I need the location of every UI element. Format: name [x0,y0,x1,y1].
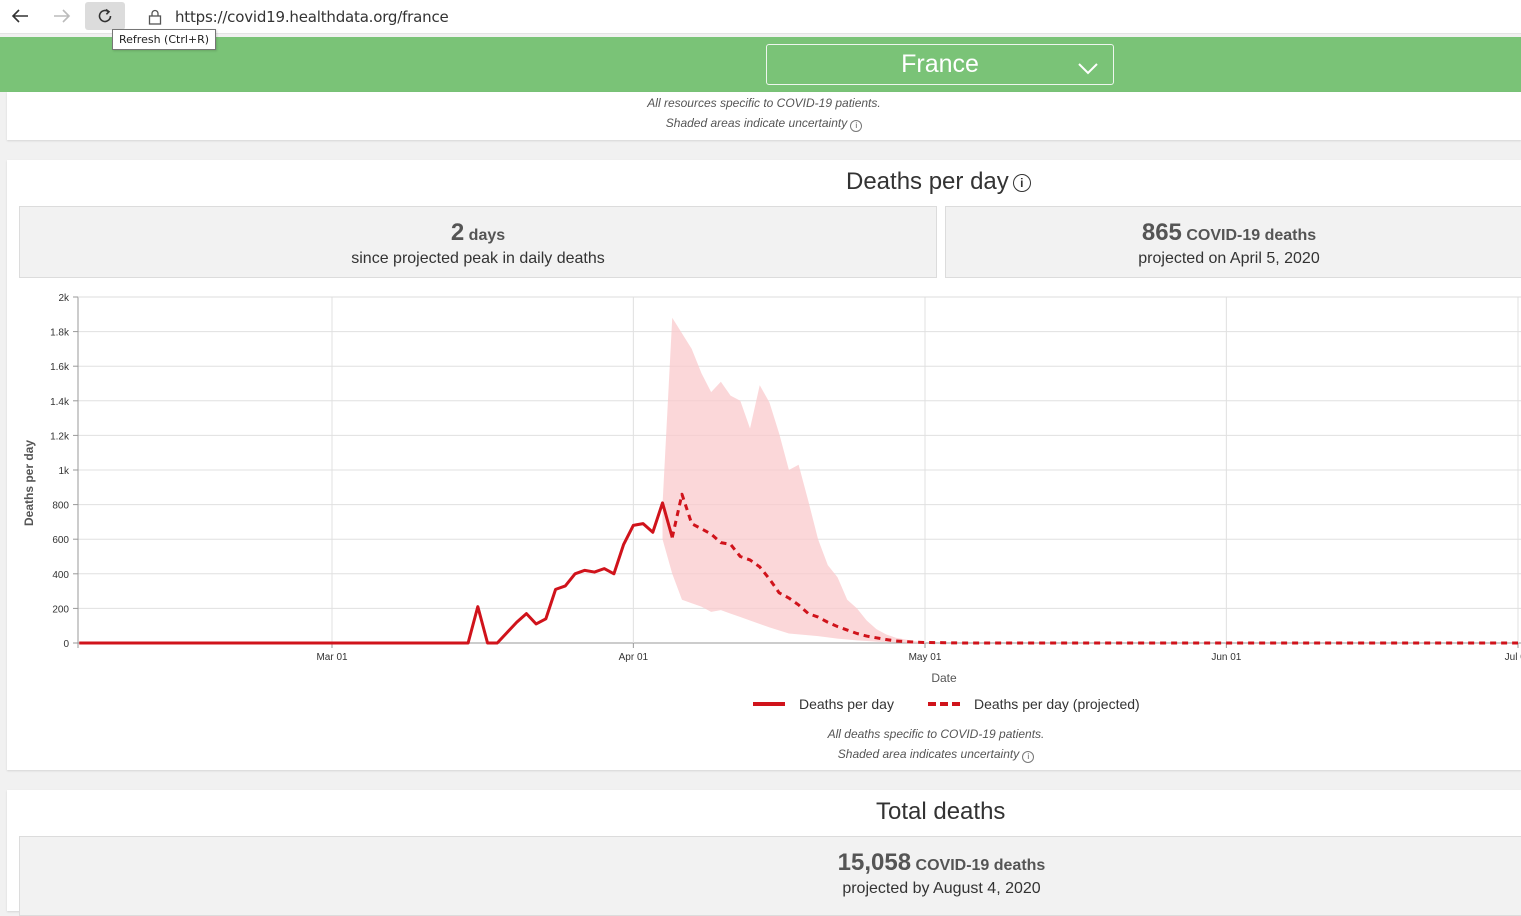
info-icon[interactable]: i [850,120,863,132]
info-icon[interactable]: i [1012,174,1031,192]
legend-item-actual[interactable]: Deaths per day [753,696,894,712]
solid-line-swatch [753,702,785,706]
deaths-per-day-title: Deaths per day i [846,168,1031,196]
projected-deaths-value: 865 [1141,219,1182,246]
all-deaths-note: All deaths specific to COVID-19 patients… [827,727,1045,741]
y-tick-label: 0 [63,639,69,650]
total-deaths-value: 15,058 [837,849,912,876]
peak-days-value: 2 [450,219,465,246]
legend-item-projected[interactable]: Deaths per day (projected) [927,696,1140,712]
reload-icon [98,8,112,23]
forward-button[interactable] [42,2,82,30]
y-tick-label: 1k [58,466,70,477]
dashed-line-swatch [927,702,960,706]
resources-card: All resources specific to COVID-19 patie… [7,92,1521,140]
reload-button[interactable] [85,2,125,30]
x-tick-label: May 01 [909,652,942,663]
browser-toolbar: https://covid19.healthdata.org/france [0,0,1521,34]
chart-legend: Deaths per day Deaths per day (projected… [753,696,1174,712]
forward-arrow-icon [54,9,71,23]
total-deaths-stat-box: 15,058 COVID-19 deaths projected by Augu… [19,836,1521,916]
total-deaths-title: Total deaths [876,798,1006,825]
y-tick-label: 600 [52,535,69,546]
deaths-per-day-chart: 0 200 400 600 800 1k 1.2k 1.4k 1.6k 1.8k 2k Mar 01 A… [22,293,1521,685]
uncertainty-band [662,317,925,643]
peak-stat-box: 2 days since projected peak in daily dea… [19,206,937,278]
info-icon[interactable]: i [1022,751,1035,763]
y-tick-label: 800 [52,501,69,512]
y-tick-label: 1.6k [50,362,70,373]
lock-icon [143,5,167,29]
refresh-tooltip: Refresh (Ctrl+R) [112,29,217,50]
back-arrow-icon [11,9,28,23]
projected-deaths-subtitle: projected on April 5, 2020 [1138,250,1320,267]
shaded-area-note: Shaded area indicates uncertainty i [0,744,1521,764]
peak-subtitle: since projected peak in daily deaths [351,250,605,267]
back-button[interactable] [0,2,40,30]
projected-deaths-unit: COVID-19 deaths [1186,227,1317,244]
header-bar [0,37,1521,92]
peak-days-unit: days [468,227,506,244]
uncertainty-note: Shaded areas indicate uncertainty i [7,113,1521,133]
x-tick-label: Apr 01 [619,652,649,663]
total-deaths-unit: COVID-19 deaths [915,857,1046,874]
chevron-down-icon [1077,55,1099,84]
y-tick-label: 1.2k [50,431,70,442]
country-label: France [901,50,979,78]
y-tick-label: 400 [52,570,69,581]
total-deaths-subtitle: projected by August 4, 2020 [842,880,1041,897]
country-select[interactable]: France [766,44,1114,85]
x-tick-label: Jul 01 [1505,652,1521,663]
x-tick-label: Mar 01 [316,652,348,663]
resources-note: All resources specific to COVID-19 patie… [647,96,881,110]
legend-label-actual: Deaths per day [799,696,894,712]
actual-deaths-line [79,501,674,645]
url-text[interactable]: https://covid19.healthdata.org/france [175,7,449,26]
legend-label-projected: Deaths per day (projected) [973,696,1140,712]
y-tick-label: 2k [58,293,70,304]
projected-deaths-line [670,492,1518,645]
y-tick-label: 1.4k [50,397,70,408]
y-tick-label: 200 [52,604,69,615]
x-axis-label: Date [931,671,957,685]
projected-deaths-stat-box: 865 COVID-19 deaths projected on April 5… [945,206,1521,278]
y-axis-label: Deaths per day [22,440,36,526]
x-tick-label: Jun 01 [1211,652,1241,663]
y-tick-label: 1.8k [50,328,70,339]
address-bar[interactable]: https://covid19.healthdata.org/france [133,0,1521,33]
